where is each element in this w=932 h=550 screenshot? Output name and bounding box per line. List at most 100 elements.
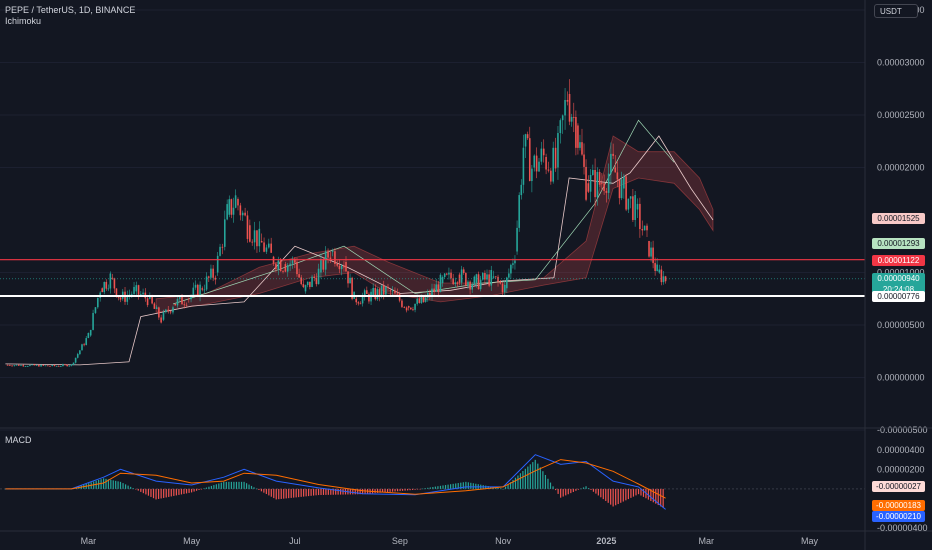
macd-histogram-bar [612,488,614,507]
candle-body [142,292,144,295]
macd-histogram-bar [195,488,198,491]
macd-histogram-bar [208,486,210,489]
macd-tick-label: 0.00000200 [877,464,925,474]
macd-histogram-bar [135,488,137,490]
macd-histogram-bar [534,459,536,489]
macd-histogram-bar [300,488,302,497]
price-tick-label: 0.00002000 [877,163,925,173]
candle-body [497,276,499,282]
macd-tick-label: 0.00000400 [877,445,925,455]
candle-body [623,176,625,189]
candle-body [368,293,370,302]
macd-histogram-bar [620,488,622,503]
macd-histogram-bar [105,478,107,489]
candle-body [405,307,408,311]
candle-body [535,155,538,172]
candle-body [492,276,495,278]
candle-body [643,225,646,231]
candle-body [228,199,231,215]
macd-line-tag: -0.00000210 [872,511,925,522]
macd-histogram-tag: -0.00000027 [872,481,925,492]
macd-histogram-bar [544,474,547,489]
candle-body [309,281,311,287]
macd-histogram-bar [434,486,436,489]
macd-histogram-bar [117,481,119,489]
macd-histogram-bar [497,487,499,489]
macd-histogram-bar [127,485,129,489]
candle-body [275,263,277,270]
macd-histogram-bar [595,488,597,494]
candle-body [592,170,594,175]
macd-histogram-bar [580,488,582,490]
candle-body [620,179,623,199]
candle-body [234,195,237,208]
macd-histogram-bar [517,475,519,489]
symbol-title[interactable]: PEPE / TetherUS, 1D, BINANCE [5,5,136,15]
macd-histogram-bar [253,487,255,489]
candle-body [347,271,349,284]
candle-body [660,269,663,283]
macd-histogram-bar [637,488,640,495]
candle-body [42,364,45,366]
candle-body [412,309,414,311]
macd-histogram-bar [107,479,110,489]
macd-histogram-bar [404,488,406,491]
candle-body [89,329,92,336]
countdown-tag: 20:24:08 [872,284,925,295]
macd-histogram-bar [268,488,270,496]
macd-histogram-bar [414,488,416,490]
candle-body [9,364,11,366]
macd-histogram-bar [630,488,632,498]
candle-body [327,251,329,258]
candle-body [467,281,469,286]
candle-body [210,268,212,278]
candle-body [542,148,545,156]
candle-body [212,268,214,278]
candle-body [304,285,307,292]
candle-body [533,155,536,168]
macd-histogram-bar [168,488,170,497]
candle-body [249,225,251,242]
candle-body [366,290,368,294]
macd-histogram-bar [330,488,332,495]
candle-body [446,273,448,275]
candle-body [70,364,73,366]
candle-body [216,255,219,273]
resistance-price-tag: 0.00001122 [872,255,925,266]
candle-body [79,350,81,355]
macd-histogram-bar [607,488,609,503]
candle-body [410,307,412,310]
candle-body [146,298,149,306]
macd-histogram-bar [342,488,344,495]
candle-body [601,183,603,185]
candle-body [279,260,282,272]
kumo-area [155,135,714,313]
candle-body [298,274,300,278]
macd-histogram-bar [248,484,250,489]
candle-body [334,251,336,265]
price-tick-label: 0.00002500 [877,110,925,120]
macd-histogram-bar [152,488,155,499]
candle-body [418,298,421,303]
candle-body [322,259,325,270]
candle-body [414,303,416,310]
macd-histogram-bar [305,488,307,497]
candle-body [550,170,552,182]
macd-histogram-bar [130,486,132,489]
macd-histogram-bar [597,488,599,496]
candle-body [284,264,287,272]
candle-body [46,365,49,367]
currency-button[interactable]: USDT [874,4,918,18]
macd-histogram-bar [288,488,290,499]
macd-histogram-bar [223,481,225,489]
macd-histogram-bar [183,488,185,494]
macd-histogram-bar [317,488,320,496]
indicator-name[interactable]: Ichimoku [5,16,42,26]
macd-indicator-label[interactable]: MACD [5,435,32,445]
macd-histogram-bar [585,486,587,489]
candle-body [300,277,303,285]
macd-histogram-bar [337,488,339,495]
macd-histogram-bar [455,483,457,489]
macd-histogram-bar [147,488,150,496]
